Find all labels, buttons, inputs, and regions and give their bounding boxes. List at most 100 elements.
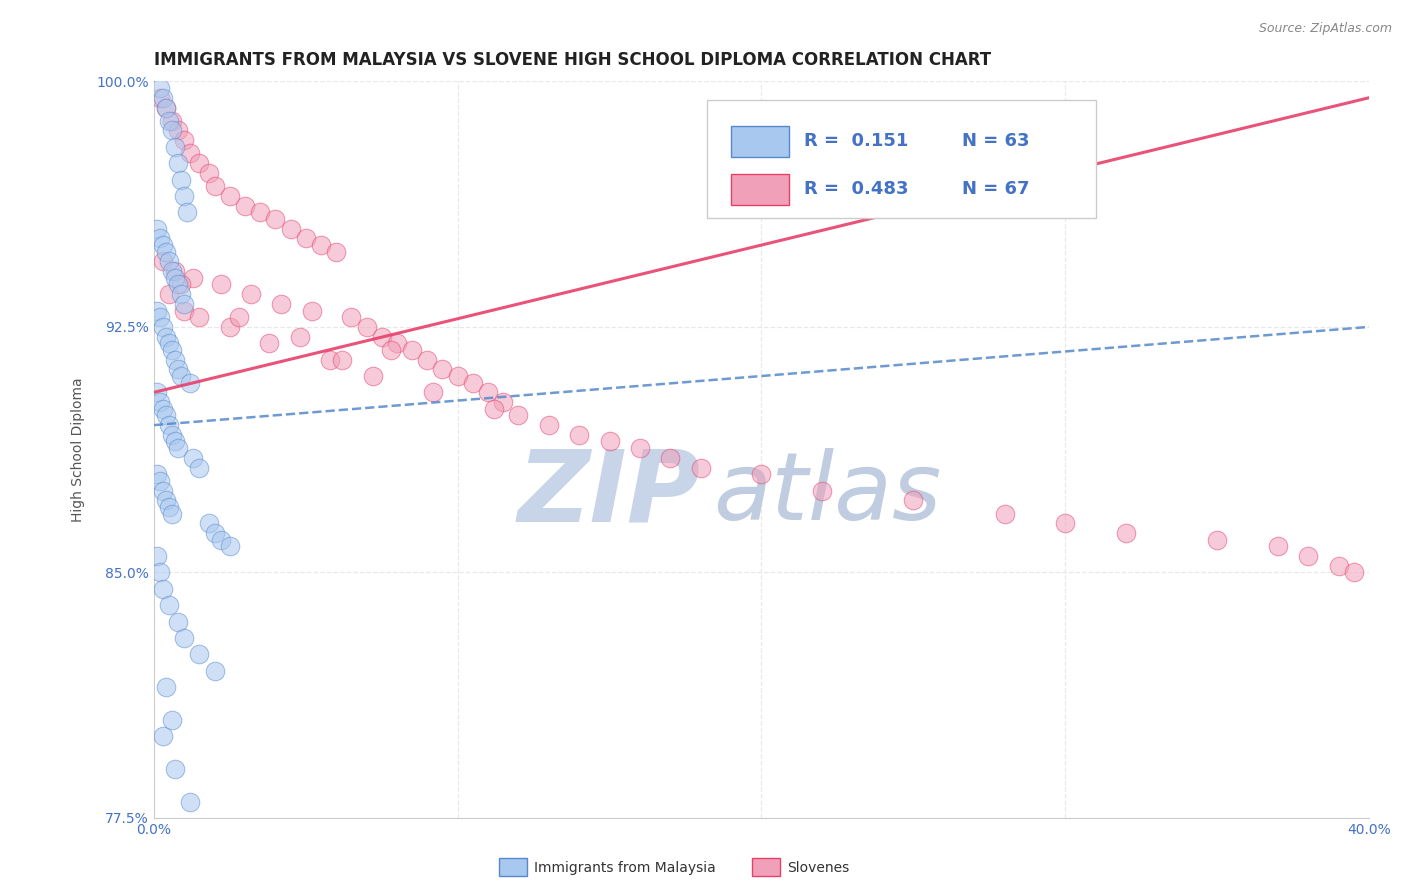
Point [301,303,323,318]
Point [188,648,211,662]
Point [149,91,172,105]
Point [1343,566,1365,580]
Point [380,343,402,357]
Point [422,385,444,400]
FancyBboxPatch shape [731,174,789,205]
Point [280,221,302,235]
Point [361,369,384,384]
Point [160,113,183,128]
Point [179,376,201,390]
FancyBboxPatch shape [731,127,789,157]
Point [160,507,183,521]
Point [183,450,205,465]
Point [157,500,180,514]
Point [157,336,180,351]
Point [1206,533,1229,547]
Point [264,211,287,226]
Point [218,189,240,203]
Point [188,156,211,170]
Point [167,156,190,170]
Point [477,385,499,400]
Point [689,460,711,475]
Point [146,467,169,482]
Point [811,483,834,498]
Point [146,385,169,400]
Point [218,319,240,334]
Point [197,516,219,531]
Point [167,277,190,292]
Point [160,264,183,278]
Point [149,566,172,580]
Text: N = 63: N = 63 [962,132,1029,150]
Point [188,310,211,324]
Point [149,231,172,245]
Point [165,352,187,367]
Point [176,205,198,219]
Point [152,483,174,498]
Text: ZIP: ZIP [517,445,700,542]
Point [461,376,484,390]
Point [155,409,177,423]
Point [401,343,423,357]
Point [146,303,169,318]
Point [356,319,378,334]
Point [319,352,342,367]
Point [160,343,183,357]
Point [170,172,193,186]
Point [659,450,682,465]
Point [165,270,187,285]
Point [170,277,193,292]
Point [599,434,621,449]
Point [233,199,256,213]
Point [152,91,174,105]
Point [152,729,174,743]
Point [218,539,240,553]
Text: atlas: atlas [713,449,941,540]
Point [188,460,211,475]
Point [149,395,172,409]
Point [160,428,183,442]
Point [155,101,177,115]
Point [240,287,263,301]
Point [160,123,183,137]
Point [209,277,232,292]
Point [288,329,311,343]
Point [157,113,180,128]
Point [1054,516,1077,531]
Point [197,166,219,180]
Point [167,615,190,629]
Point [249,205,271,219]
Point [149,81,172,95]
Point [170,287,193,301]
Point [1327,558,1350,573]
Point [179,795,201,809]
Point [157,254,180,268]
Point [204,664,226,678]
Point [179,146,201,161]
FancyBboxPatch shape [707,100,1095,218]
Point [160,713,183,727]
Point [447,369,470,384]
Point [165,762,187,776]
Point [152,319,174,334]
Point [325,244,347,259]
Point [165,140,187,154]
Text: N = 67: N = 67 [962,179,1029,197]
Point [152,582,174,596]
Point [508,409,530,423]
Point [152,254,174,268]
Text: IMMIGRANTS FROM MALAYSIA VS SLOVENE HIGH SCHOOL DIPLOMA CORRELATION CHART: IMMIGRANTS FROM MALAYSIA VS SLOVENE HIGH… [153,51,991,69]
Point [173,297,195,311]
Point [167,123,190,137]
Text: Source: ZipAtlas.com: Source: ZipAtlas.com [1258,22,1392,36]
Text: Immigrants from Malaysia: Immigrants from Malaysia [534,861,716,875]
Point [173,303,195,318]
Point [340,310,363,324]
Point [209,533,232,547]
Point [309,238,332,252]
Point [270,297,292,311]
Point [259,336,281,351]
Point [751,467,773,482]
Point [155,101,177,115]
Point [1115,526,1137,541]
